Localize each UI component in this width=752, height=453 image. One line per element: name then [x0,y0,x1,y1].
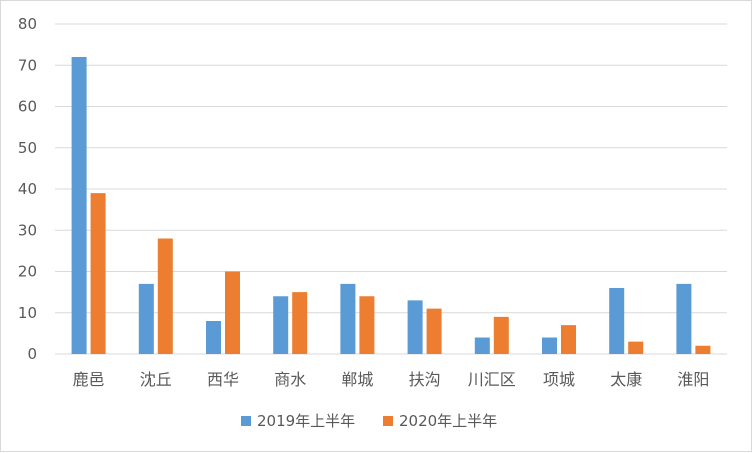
legend-label: 2020年上半年 [399,412,497,430]
bar-商水-2020年上半年 [292,292,308,354]
x-category-label: 西华 [207,370,239,389]
x-category-label: 鹿邑 [73,370,105,389]
bar-沈丘-2019年上半年 [138,283,154,354]
bar-项城-2019年上半年 [542,337,557,354]
legend: 2019年上半年 2020年上半年 [241,412,497,430]
bar-淮阳-2020年上半年 [695,345,711,354]
gridlines [55,23,727,355]
bar-太康-2020年上半年 [628,341,644,354]
legend-label: 2019年上半年 [257,412,355,430]
bar-太康-2019年上半年 [609,288,625,354]
bar-沈丘-2020年上半年 [157,238,173,354]
y-tick-label: 50 [18,139,37,157]
x-category-label: 扶沟 [409,370,441,389]
bar-淮阳-2019年上半年 [676,283,692,354]
bar-川汇区-2020年上半年 [493,316,509,354]
bar-扶沟-2020年上半年 [426,308,442,354]
bar-西华-2019年上半年 [206,321,221,354]
x-category-label: 太康 [610,370,642,389]
x-category-label: 项城 [543,370,575,389]
x-axis: 鹿邑 沈丘 西华 商水 郸城 扶沟 川汇区 项城 太康 淮阳 [73,370,710,389]
legend-swatch-2020年上半年 [383,416,393,426]
y-tick-label: 20 [18,263,37,281]
x-category-label: 商水 [274,370,306,389]
y-tick-label: 60 [18,98,37,116]
y-tick-label: 70 [18,56,37,74]
y-axis: 0 10 20 30 40 50 60 70 80 [18,15,37,363]
bar-郸城-2019年上半年 [340,283,356,354]
bar-扶沟-2019年上半年 [407,300,423,354]
bar-川汇区-2019年上半年 [474,337,490,354]
x-category-label: 川汇区 [468,370,516,389]
legend-swatch-2019年上半年 [241,416,251,426]
bars [71,57,711,354]
y-tick-label: 30 [18,221,37,239]
x-category-label: 沈丘 [140,370,172,389]
y-tick-label: 40 [18,180,37,198]
bar-西华-2020年上半年 [225,271,240,354]
x-category-label: 郸城 [341,370,373,389]
bar-鹿邑-2020年上半年 [90,193,106,354]
x-category-label: 淮阳 [677,370,709,389]
bar-项城-2020年上半年 [561,325,576,354]
y-tick-label: 0 [27,345,37,363]
bar-商水-2019年上半年 [273,296,289,354]
bar-郸城-2020年上半年 [359,296,375,354]
bar-鹿邑-2019年上半年 [71,57,87,354]
y-tick-label: 10 [18,304,37,322]
y-tick-label: 80 [18,15,37,33]
